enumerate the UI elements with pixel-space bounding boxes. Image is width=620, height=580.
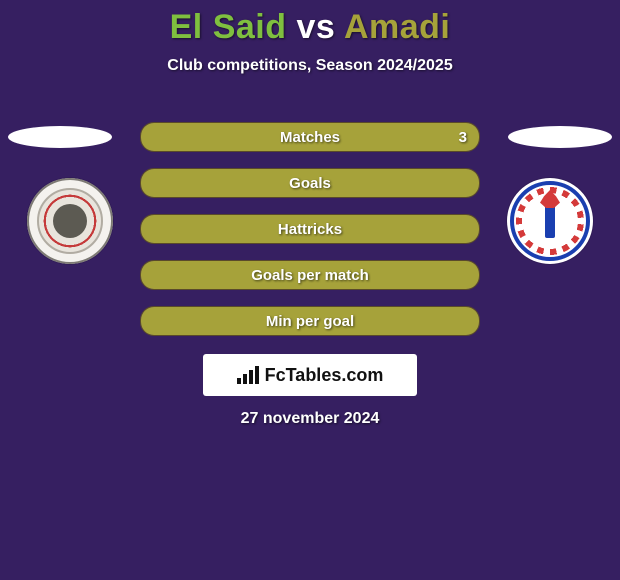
stat-row-hattricks: Hattricks [140,214,480,244]
club-badge-left [27,178,113,264]
stat-row-goals: Goals [140,168,480,198]
player-left-photo-placeholder [8,126,112,148]
title-player-left: El Said [170,8,287,46]
stat-row-min-per-goal: Min per goal [140,306,480,336]
brand-domain: .com [341,365,383,385]
club-badge-left-icon [37,188,103,254]
stat-label: Goals per match [251,267,369,284]
stat-label: Matches [280,129,340,146]
stat-label: Min per goal [266,313,354,330]
club-badge-right-icon [510,181,590,261]
generation-date: 27 november 2024 [0,410,620,428]
title-player-right: Amadi [344,8,450,46]
title-vs: vs [287,8,344,46]
brand-name: FcTables [265,365,342,385]
stat-row-matches: Matches 3 [140,122,480,152]
stat-label: Goals [289,175,331,192]
stats-container: Matches 3 Goals Hattricks Goals per matc… [140,122,480,352]
club-badge-right [507,178,593,264]
brand-text: FcTables.com [265,365,384,386]
stat-label: Hattricks [278,221,342,238]
subtitle: Club competitions, Season 2024/2025 [0,57,620,75]
torch-icon [545,204,555,238]
page-title: El Said vs Amadi [0,0,620,47]
stat-row-goals-per-match: Goals per match [140,260,480,290]
bar-chart-icon [237,366,259,384]
brand-box: FcTables.com [203,354,417,396]
stat-value-right: 3 [459,129,467,146]
player-right-photo-placeholder [508,126,612,148]
